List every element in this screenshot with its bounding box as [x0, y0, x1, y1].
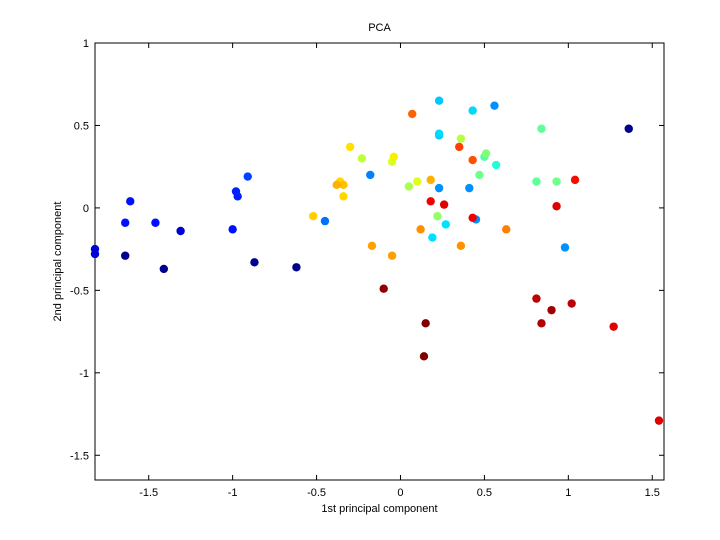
scatter-point [468, 213, 477, 222]
scatter-point [609, 322, 618, 331]
scatter-point [532, 294, 541, 303]
scatter-point [426, 197, 435, 206]
scatter-point [624, 124, 633, 133]
scatter-point [250, 258, 259, 267]
scatter-point [552, 177, 561, 186]
scatter-point [439, 200, 449, 209]
scatter-point [416, 225, 425, 234]
scatter-point [233, 192, 242, 201]
scatter-point [126, 197, 135, 206]
x-tick-label: -1.5 [139, 487, 158, 499]
y-axis: -1.5 -1 -0.5 0 0.5 1 [70, 38, 664, 462]
scatter-point [465, 183, 474, 193]
scatter-point [468, 106, 477, 115]
scatter-point [560, 243, 570, 252]
x-tick-label: 1 [565, 487, 571, 499]
plot-area [94, 42, 665, 481]
y-tick-label: -1.5 [70, 450, 89, 462]
scatter-point [332, 180, 341, 190]
scatter-point [366, 170, 375, 180]
scatter-point [357, 154, 367, 163]
scatter-point [159, 264, 169, 274]
scatter-point [455, 142, 464, 152]
scatter-point [387, 251, 397, 260]
scatter-point [537, 124, 546, 133]
x-axis-label: 1st principal component [321, 503, 437, 515]
scatter-point [176, 226, 185, 236]
scatter-point [339, 180, 348, 190]
x-tick-label: 0 [397, 487, 403, 499]
y-tick-label: 1 [83, 38, 89, 50]
scatter-point [537, 319, 546, 328]
scatter-point [345, 142, 355, 152]
scatter-point [320, 216, 330, 226]
scatter-point [121, 218, 130, 227]
scatter-point [339, 192, 348, 201]
scatter-point [379, 284, 388, 293]
scatter-point [475, 170, 484, 180]
x-tick-label: 1.5 [645, 487, 660, 499]
y-tick-label: -1 [79, 368, 89, 380]
x-tick-label: -0.5 [307, 487, 326, 499]
x-axis: -1.5 -1 -0.5 0 0.5 1 1.5 [139, 43, 660, 499]
scatter-point [121, 251, 130, 260]
scatter-point [151, 218, 160, 227]
scatter-point [404, 182, 414, 191]
chart-title: PCA [368, 22, 391, 34]
scatter-point [421, 319, 430, 328]
scatter-points [90, 96, 664, 425]
scatter-point [243, 172, 252, 181]
scatter-point [228, 225, 237, 234]
scatter-point [389, 152, 398, 161]
scatter-point [292, 263, 301, 272]
y-tick-label: 0 [83, 203, 89, 215]
scatter-point [532, 177, 541, 186]
scatter-point [419, 352, 429, 361]
x-tick-label: 0.5 [477, 487, 492, 499]
scatter-point [413, 177, 422, 186]
scatter-point [428, 233, 437, 242]
scatter-point [570, 175, 580, 185]
scatter-point [502, 225, 511, 234]
scatter-point [309, 211, 318, 221]
y-tick-label: -0.5 [70, 285, 89, 297]
scatter-point [434, 96, 444, 105]
scatter-point [567, 299, 576, 308]
scatter-point [481, 149, 491, 158]
scatter-point [434, 183, 444, 193]
scatter-point [490, 101, 499, 110]
scatter-point [441, 220, 450, 229]
scatter-point [456, 134, 466, 143]
scatter-point [433, 211, 442, 221]
scatter-point [654, 416, 664, 425]
scatter-point [426, 175, 435, 185]
scatter-point [408, 109, 417, 119]
scatter-point [552, 202, 561, 211]
scatter-point [491, 160, 501, 170]
scatter-point [547, 305, 556, 315]
scatter-point [468, 155, 477, 165]
scatter-point [90, 249, 100, 259]
scatter-point [456, 241, 466, 251]
scatter-point [367, 241, 377, 251]
y-axis-label: 2nd principal component [52, 202, 64, 322]
scatter-point [434, 129, 444, 138]
x-tick-label: -1 [228, 487, 238, 499]
y-tick-label: 0.5 [74, 120, 89, 132]
